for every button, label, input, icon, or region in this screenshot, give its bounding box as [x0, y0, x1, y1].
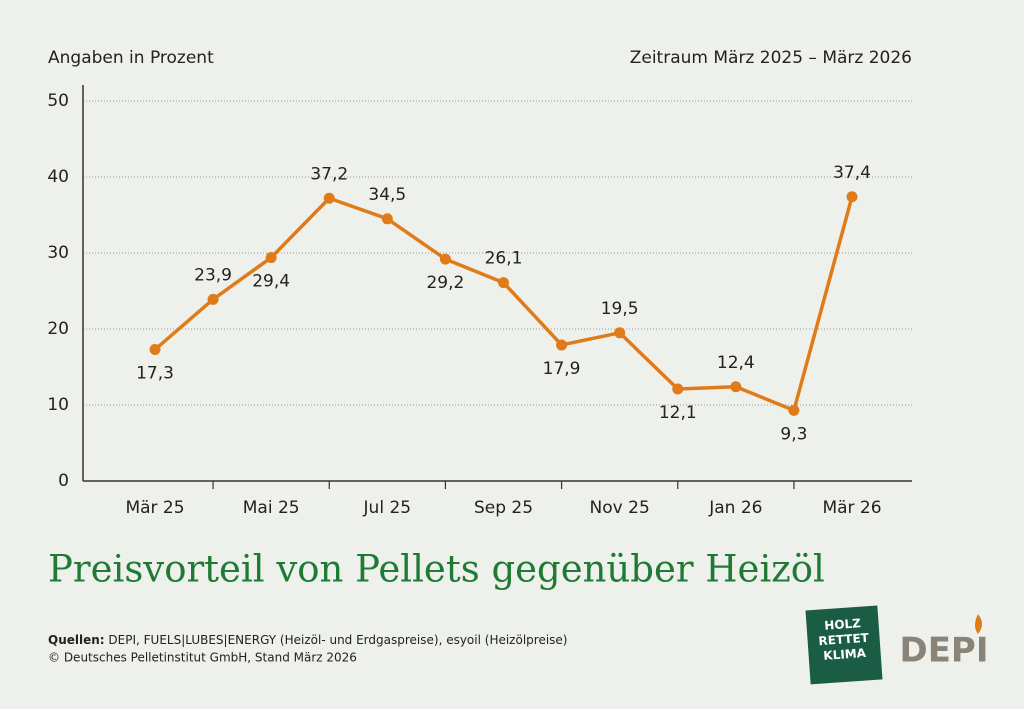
logo-tag-text: Es wächst nach	[824, 665, 879, 677]
y-tick-label: 0	[58, 471, 69, 491]
x-tick-label: Nov 25	[590, 498, 650, 518]
point	[498, 277, 509, 289]
value-label: 37,4	[833, 163, 871, 183]
plot: 0 10 20 30 40 50 Mär 25 Mai 25 Jul 25 Sep 25 Nov 2…	[47, 85, 912, 518]
depi-flame	[975, 614, 982, 634]
y-tick-label: 10	[47, 395, 69, 415]
value-label: 19,5	[601, 299, 639, 319]
x-tick-label: Mär 25	[125, 498, 184, 518]
y-tick-label: 40	[47, 167, 69, 187]
value-label: 34,5	[368, 185, 406, 205]
copyright: © Deutsches Pelletinstitut GmbH, Stand M…	[48, 651, 357, 665]
x-tick-label: Jul 25	[363, 498, 412, 518]
value-label: 29,4	[252, 272, 290, 292]
logo-text: HOLZ	[824, 616, 862, 633]
value-label: 9,3	[780, 424, 807, 444]
depi-logo: DEPI	[899, 631, 988, 671]
logo-box	[805, 605, 883, 685]
point	[846, 191, 858, 203]
point	[207, 293, 219, 305]
value-label: 17,3	[136, 364, 174, 384]
logo-text: KLIMA	[823, 646, 867, 663]
value-label: 37,2	[310, 164, 348, 184]
point	[788, 404, 800, 416]
point	[149, 344, 161, 356]
source-text: DEPI, FUELS|LUBES|ENERGY (Heizöl- und Er…	[105, 633, 568, 647]
point	[730, 381, 742, 393]
source-label: Quellen:	[48, 633, 105, 647]
y-tick-label: 50	[47, 91, 69, 111]
value-label: 26,1	[485, 249, 523, 269]
point	[323, 192, 335, 204]
point	[381, 213, 393, 225]
point	[439, 253, 451, 265]
y-tick-label: 30	[47, 243, 69, 263]
logo-text: RETTET	[818, 631, 870, 649]
unit-label: Angaben in Prozent	[48, 48, 214, 68]
logo-tag: Es wächst nach	[824, 665, 879, 677]
x-tick-label: Jan 26	[708, 498, 762, 518]
point	[556, 339, 568, 351]
value-label: 12,1	[659, 403, 697, 423]
value-label: 23,9	[194, 265, 232, 285]
point	[614, 327, 626, 339]
value-label: 29,2	[426, 273, 464, 293]
chart-title: Preisvorteil von Pellets gegenüber Heizö…	[48, 548, 825, 591]
x-tick-label: Sep 25	[474, 498, 533, 518]
x-tick-label: Mär 26	[822, 498, 881, 518]
period-label: Zeitraum März 2025 – März 2026	[630, 48, 912, 68]
value-label: 17,9	[543, 359, 581, 379]
x-tick-label: Mai 25	[243, 498, 300, 518]
y-tick-label: 20	[47, 319, 69, 339]
point	[265, 252, 277, 264]
point	[672, 383, 684, 395]
value-label: 12,4	[717, 353, 755, 373]
source: Quellen: DEPI, FUELS|LUBES|ENERGY (Heizö…	[48, 633, 567, 647]
holz-logo: HOLZ RETTET KLIMA Es wächst nach	[805, 605, 883, 685]
